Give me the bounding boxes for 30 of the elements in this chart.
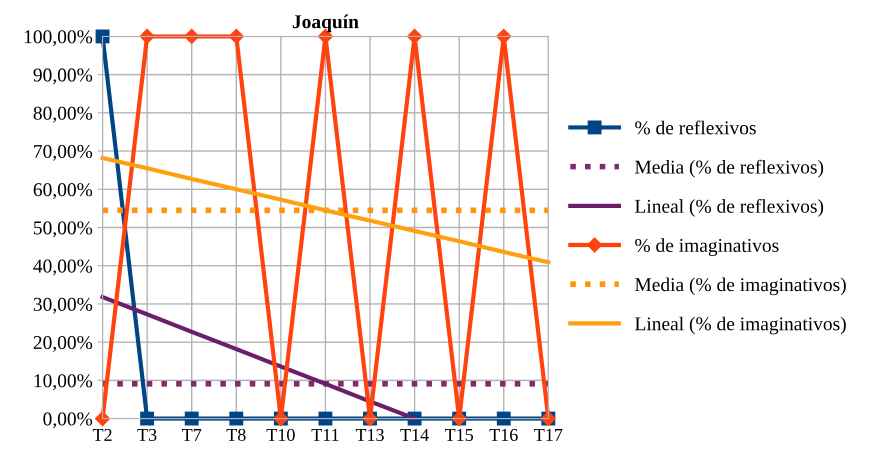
x-tick-label: T7 (182, 429, 202, 441)
y-tick-label: 50,00% (34, 221, 92, 238)
y-tick-label: 10,00% (34, 374, 92, 390)
x-tick-label: T17 (534, 428, 562, 441)
chart-title: Joaquín (292, 14, 359, 32)
legend-label: Media (% de reflexivos) (635, 160, 824, 178)
x-tick-label: T8 (226, 428, 246, 442)
legend-label: Lineal (% de reflexivos) (635, 198, 824, 217)
legend-label: Lineal (% de imaginativos) (635, 316, 846, 334)
x-tick-label: T16 (490, 428, 518, 442)
y-tick-label: 80,00% (34, 106, 92, 123)
y-tick-label: 100,00% (24, 30, 92, 46)
y-tick-label: 30,00% (34, 298, 92, 314)
y-tick-label: 40,00% (33, 260, 92, 276)
x-tick-label: T3 (137, 428, 156, 442)
y-tick-label: 20,00% (34, 336, 92, 352)
y-tick-label: 70,00% (34, 144, 92, 161)
x-tick-label: T11 (312, 428, 339, 441)
x-tick-label: T15 (444, 428, 474, 442)
legend-label: % de imaginativos (635, 238, 778, 256)
y-tick-label: 90,00% (34, 68, 92, 84)
line-series (100, 156, 550, 264)
legend-label: Media (% de imaginativos) (635, 278, 846, 296)
y-tick-label: 0,00% (43, 412, 92, 428)
y-tick-label: 60,00% (34, 183, 92, 200)
x-tick-label: T2 (92, 428, 112, 441)
legend-label: % de reflexivos (635, 120, 756, 134)
x-tick-label: T10 (266, 428, 295, 442)
x-tick-label: T13 (356, 428, 384, 442)
x-tick-label: T14 (400, 428, 429, 441)
